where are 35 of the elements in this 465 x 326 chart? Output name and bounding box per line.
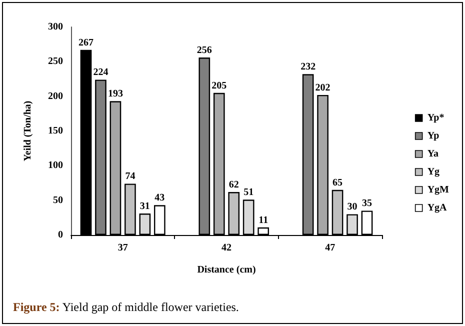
caption: Figure 5: Yield gap of middle flower varieties. [13,300,239,314]
x-tick-label: 47 [325,242,336,254]
data-label: 193 [108,88,123,100]
data-label: 62 [228,180,239,191]
x-axis-title: Distance (cm) [197,264,256,276]
data-label: 74 [125,171,136,182]
data-label: 65 [332,177,343,188]
legend-label: Yp* [427,112,444,124]
data-label: 43 [154,192,165,204]
y-tick-label: 50 [53,194,63,206]
legend-label: YgM [427,184,450,196]
y-axis-title: Yeild (Ton/ha) [22,100,34,162]
y-tick-label: 250 [48,56,63,68]
data-label: 11 [258,214,268,226]
data-label: 267 [78,37,94,48]
legend-label: YgA [427,202,448,214]
data-label: 30 [347,202,358,213]
y-tick-label: 300 [48,22,63,32]
data-label: 232 [300,62,316,73]
data-label: 51 [244,187,254,198]
data-label: 202 [315,82,330,94]
y-tick-label: 100 [48,160,63,172]
x-tick-label: 37 [118,242,128,254]
legend-label: Yp [427,130,440,142]
data-label: 224 [93,67,108,78]
data-label: 256 [196,45,212,56]
data-label: 35 [362,198,372,210]
x-tick-label: 42 [222,242,232,254]
y-tick-label: 200 [48,90,63,102]
y-tick-label: 0 [58,230,63,240]
data-label: 31 [140,201,150,212]
y-tick-label: 150 [48,126,63,136]
data-label: 205 [212,80,227,92]
legend-label: Ya [427,148,438,160]
legend-label: Yg [427,166,440,178]
